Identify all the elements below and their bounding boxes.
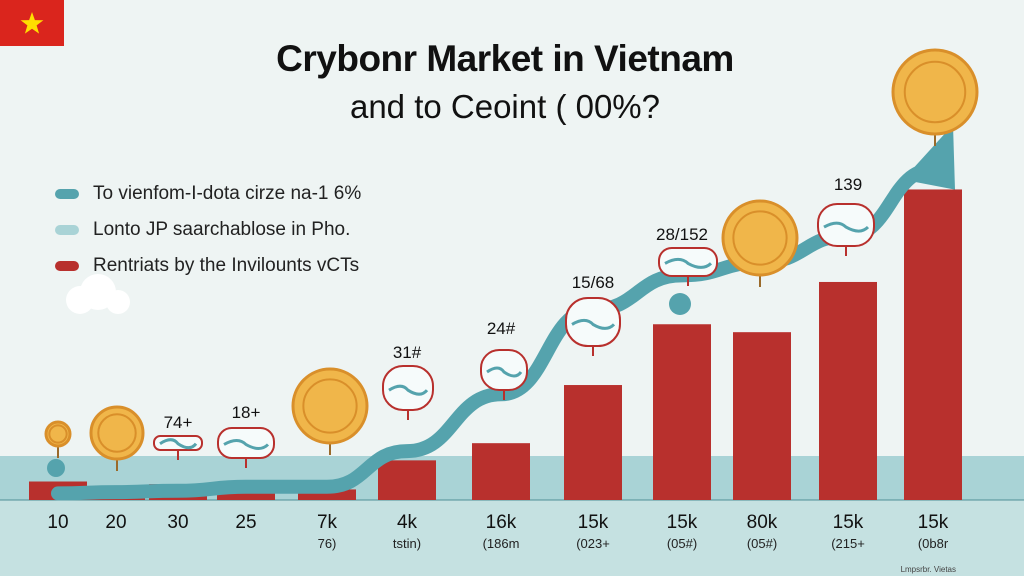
x-tick-label: 7k: [317, 512, 338, 533]
data-label: 24#: [487, 319, 516, 338]
bar: [819, 281, 877, 500]
trend-arrowhead: [903, 124, 955, 190]
x-tick-sublabel: (023+: [576, 536, 610, 551]
legend-item: To vienfom-I-dota cirze na-1 6%: [55, 176, 361, 212]
legend-swatch: [55, 261, 79, 271]
data-label: 139: [834, 175, 862, 194]
x-tick-label: 25: [235, 512, 256, 533]
x-tick-sublabel: tstin): [393, 536, 421, 551]
x-tick-label: 15k: [833, 512, 864, 533]
coin-ring: [302, 378, 358, 434]
dish-wave: [664, 257, 713, 269]
x-tick-label: 10: [47, 512, 68, 533]
coin-ring: [732, 210, 788, 266]
coin-ring: [903, 60, 967, 124]
x-tick-label: 15k: [918, 512, 949, 533]
dish-wave: [571, 318, 616, 330]
x-tick-label: 20: [105, 512, 126, 533]
legend-label: Lonto JP saarchablose in Pho.: [93, 219, 351, 240]
dish-icon: [565, 297, 621, 347]
x-tick-label: 15k: [578, 512, 609, 533]
x-tick-sublabel: (05#): [747, 536, 777, 551]
trend-start-point: [47, 459, 65, 477]
x-tick-label: 80k: [747, 512, 778, 533]
x-tick-sublabel: (186m: [483, 536, 520, 551]
x-tick-sublabel: 76): [318, 536, 337, 551]
dish-wave: [223, 439, 270, 450]
legend: To vienfom-I-dota cirze na-1 6% Lonto JP…: [55, 176, 361, 284]
legend-swatch: [55, 189, 79, 199]
x-tick-sublabel: (215+: [831, 536, 865, 551]
chart-title: Crybonr Market in Vietnam: [276, 38, 734, 79]
data-label: 15/68: [572, 273, 615, 292]
x-tick-sublabel: (0b8r: [918, 536, 949, 551]
data-label: 28/152: [656, 225, 708, 244]
bar: [564, 385, 622, 500]
dish-wave: [159, 438, 198, 450]
data-label: 18+: [232, 403, 261, 422]
cloud-icon: [66, 274, 130, 314]
legend-item: Lonto JP saarchablose in Pho.: [55, 212, 361, 248]
chart-subtitle: and to Ceoint ( 00%?: [349, 88, 661, 125]
legend-label: Rentriats by the Invilounts vCTs: [93, 255, 360, 276]
footer-note: Lmpsrbr. Vietas: [900, 565, 956, 574]
legend-swatch: [55, 225, 79, 235]
coin-ring: [97, 413, 137, 453]
dish-wave: [486, 366, 523, 378]
star-icon: [20, 12, 44, 34]
bar: [298, 489, 356, 500]
x-tick-label: 16k: [486, 512, 517, 533]
dish-icon: [817, 203, 875, 247]
bar: [733, 332, 791, 500]
bar: [653, 324, 711, 500]
coin-ring: [48, 424, 68, 444]
bar: [472, 443, 530, 500]
dish-wave: [823, 221, 870, 233]
axis-band: [0, 500, 1024, 576]
data-label: 74+: [164, 413, 193, 432]
bar: [378, 460, 436, 500]
dish-wave: [388, 384, 429, 396]
x-tick-sublabel: (05#): [667, 536, 697, 551]
trend-point: [669, 293, 691, 315]
legend-item: Rentriats by the Invilounts vCTs: [55, 248, 361, 284]
x-tick-label: 30: [167, 512, 188, 533]
vietnam-flag: [0, 0, 64, 46]
legend-label: To vienfom-I-dota cirze na-1 6%: [93, 183, 362, 204]
x-tick-label: 4k: [397, 512, 418, 533]
x-tick-label: 15k: [667, 512, 698, 533]
data-label: 31#: [393, 343, 422, 362]
bar: [904, 189, 962, 500]
